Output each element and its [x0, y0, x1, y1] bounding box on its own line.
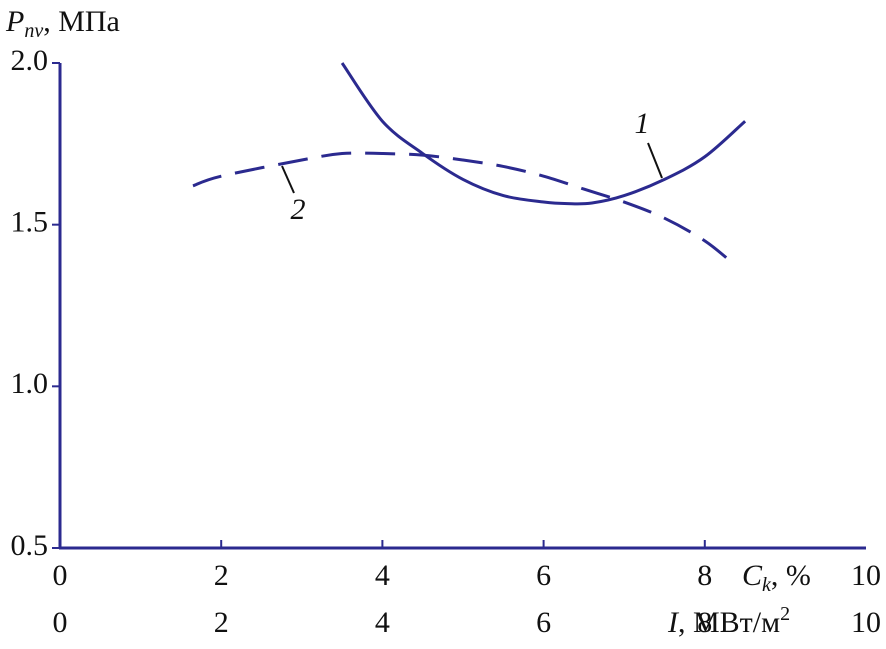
y-tick-label: 0.5: [11, 529, 49, 562]
x-tick-label: 0: [53, 559, 68, 592]
x2-superscript: 2: [780, 603, 790, 625]
x-subscript: k: [762, 574, 772, 596]
x2-tick-label: 8: [697, 606, 712, 639]
x-tick-label: 6: [536, 559, 551, 592]
x2-tick-label: 10: [851, 606, 881, 639]
x-axis-title: Ck, %: [742, 559, 811, 596]
y-symbol: P: [5, 5, 24, 38]
y-tick-label: 1.5: [11, 206, 49, 239]
x-tick-label: 4: [375, 559, 390, 592]
x-tick-label: 10: [851, 559, 881, 592]
x2-tick-label: 2: [214, 606, 229, 639]
y-axis-title: Pnv, МПа: [5, 5, 120, 42]
x2-symbol: I: [667, 606, 680, 639]
x2-tick-label: 6: [536, 606, 551, 639]
series-line: [192, 151, 734, 265]
x-unit: , %: [771, 559, 811, 592]
x2-tick-label: 0: [53, 606, 68, 639]
series-line: [340, 62, 747, 206]
x-symbol: C: [742, 559, 763, 592]
x-tick-label: 8: [697, 559, 712, 592]
x2-axis-title: I, МВт/м2: [667, 603, 790, 639]
x2-tick-label: 4: [375, 606, 390, 639]
series-label: 2: [291, 193, 306, 226]
y-subscript: nv: [24, 20, 43, 42]
y-unit: , МПа: [43, 5, 120, 38]
label-leader: [281, 165, 295, 194]
x2-unit: , МВт/м: [678, 606, 780, 639]
label-leader: [647, 142, 663, 179]
series-label: 1: [635, 107, 650, 140]
x-tick-label: 2: [214, 559, 229, 592]
y-tick-label: 1.0: [11, 367, 49, 400]
y-tick-label: 2.0: [11, 44, 49, 77]
